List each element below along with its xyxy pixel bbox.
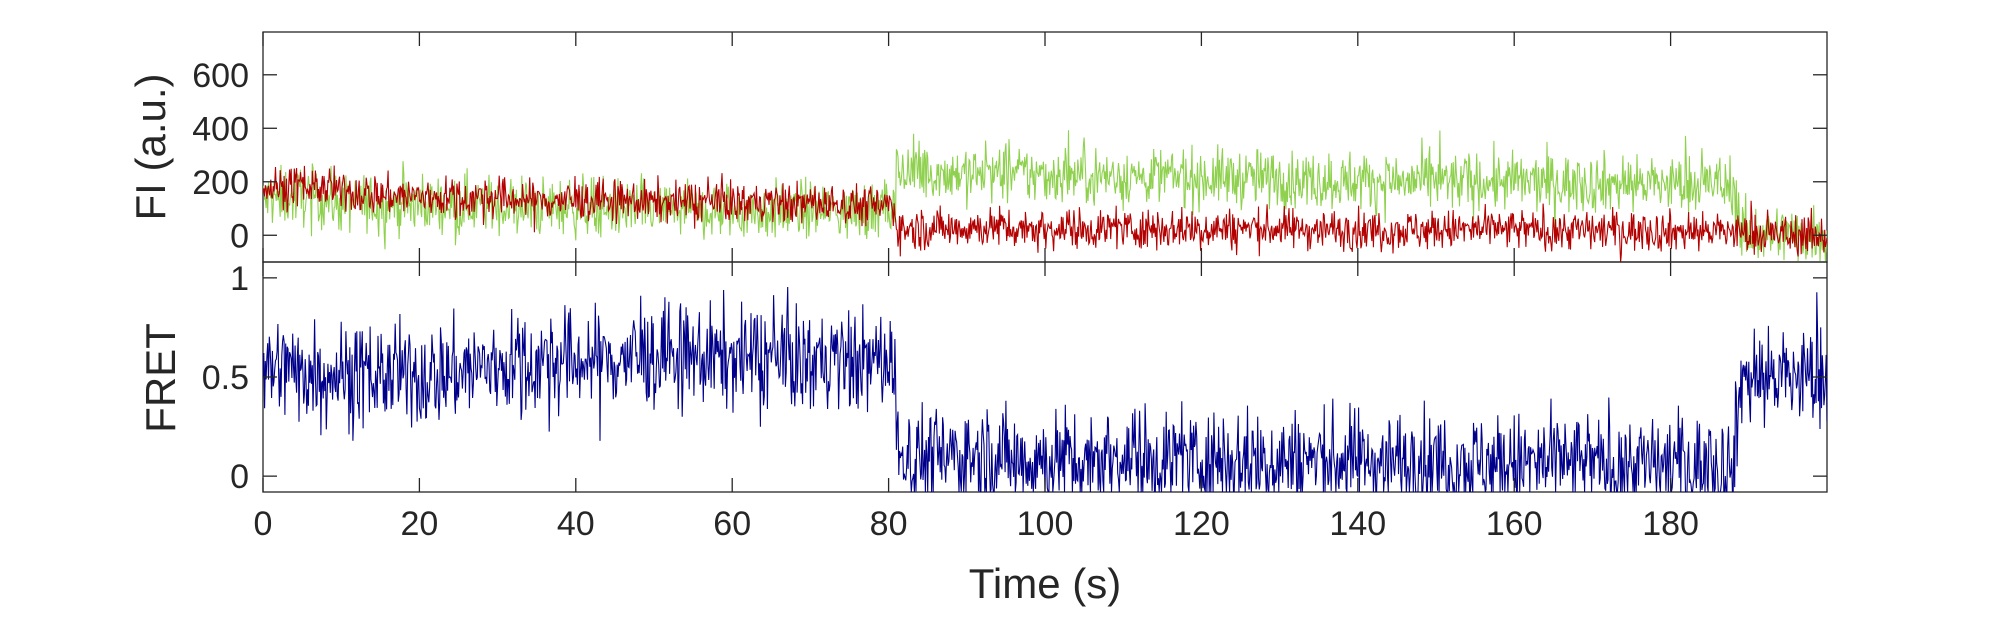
time-x-ticks: 0 20 40 60 80 100 120 140 160 180 [254,262,1699,543]
intensity-y-axis-label: FI (a.u.) [127,73,174,220]
y-tick-label: 200 [192,164,249,202]
x-tick-label: 160 [1486,505,1543,543]
x-tick-label: 80 [870,505,908,543]
intensity-panel: 0 200 400 600 FI (a.u.) [127,31,1828,263]
y-tick-label: 600 [192,57,249,95]
time-x-axis-label: Time (s) [969,560,1121,607]
fret-panel: 00.51 0 20 40 60 80 100 120 140 160 180 FRET Time… [137,260,1828,607]
intensity-y-ticks: 0 200 400 600 [192,57,1827,255]
fret-trace [263,286,1827,492]
intensity-x-ticks [262,32,1672,262]
y-tick-label: 0.5 [202,359,249,397]
x-tick-label: 180 [1642,505,1699,543]
y-tick-label: 400 [192,110,249,148]
intensity-series-1 [263,165,1827,262]
x-tick-label: 100 [1017,505,1074,543]
x-tick-label: 60 [713,505,751,543]
x-tick-label: 20 [400,505,438,543]
x-tick-label: 0 [254,505,273,543]
fret-y-axis-label: FRET [137,323,184,433]
x-tick-label: 140 [1329,505,1386,543]
y-tick-label: 0 [230,217,249,255]
x-tick-label: 120 [1173,505,1230,543]
intensity-series-0 [263,130,1827,262]
y-tick-label: 1 [230,260,249,298]
intensity-traces [263,130,1827,262]
y-tick-label: 0 [230,458,249,496]
fret-y-ticks: 00.51 [202,260,1827,496]
fret-series-0 [263,286,1827,492]
x-tick-label: 40 [557,505,595,543]
